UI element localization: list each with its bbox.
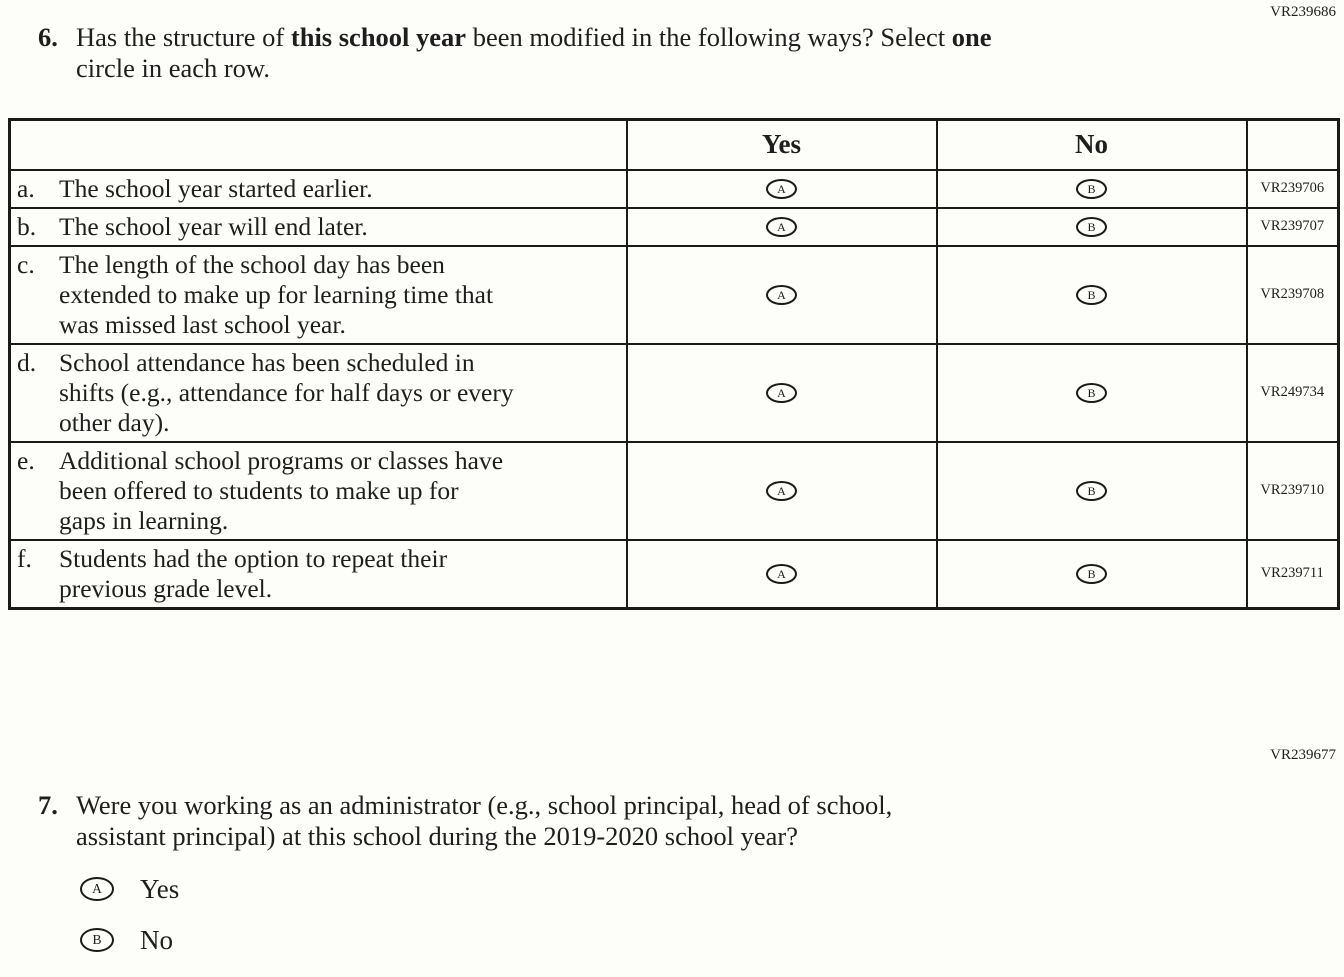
statement-cell-c: c. The length of the school day has been…	[8, 244, 628, 345]
no-cell-c: B	[935, 244, 1248, 345]
q6-response-table: Yes No a. The school year started earlie…	[8, 118, 1340, 610]
row-letter-f: f.	[17, 543, 32, 573]
row-text-e: Additional school programs or classes ha…	[59, 445, 504, 535]
q7-option-no: B No	[80, 925, 1344, 955]
radio-no-c[interactable]: B	[1076, 284, 1107, 305]
table-row-f: f. Students had the option to repeat the…	[8, 538, 1340, 609]
yes-cell-c: A	[625, 244, 938, 345]
radio-yes-b[interactable]: A	[766, 216, 797, 237]
radio-yes-d[interactable]: A	[766, 382, 797, 403]
question-6-text: Has the structure of this school year be…	[76, 22, 992, 84]
yes-cell-e: A	[625, 440, 938, 541]
form-code-q7: VR239677	[1270, 746, 1336, 763]
header-yes: Yes	[625, 118, 938, 171]
row-text-a: The school year started earlier.	[59, 173, 373, 203]
yes-cell-a: A	[625, 168, 938, 209]
table-row-c: c. The length of the school day has been…	[8, 244, 1340, 345]
q6-text-line2: circle in each row.	[76, 53, 270, 83]
row-letter-c: c.	[17, 249, 35, 279]
row-letter-b: b.	[17, 211, 37, 241]
row-text-b: The school year will end later.	[59, 211, 368, 241]
no-cell-e: B	[935, 440, 1248, 541]
q7-option-yes: A Yes	[80, 874, 1344, 904]
row-code-f: VR239711	[1245, 538, 1340, 609]
radio-no-e[interactable]: B	[1076, 480, 1107, 501]
row-code-e: VR239710	[1245, 440, 1340, 541]
no-cell-b: B	[935, 206, 1248, 247]
yes-cell-b: A	[625, 206, 938, 247]
radio-yes-e[interactable]: A	[766, 480, 797, 501]
row-code-b: VR239707	[1245, 206, 1340, 247]
radio-no-b[interactable]: B	[1076, 216, 1107, 237]
statement-cell-d: d. School attendance has been scheduled …	[8, 342, 628, 443]
q6-text-bold2: one	[951, 22, 992, 52]
question-7-text: Were you working as an administrator (e.…	[76, 789, 893, 851]
q6-text-bold1: this school year	[290, 22, 467, 52]
statement-cell-a: a. The school year started earlier.	[8, 168, 628, 209]
yes-cell-d: A	[625, 342, 938, 443]
statement-cell-b: b. The school year will end later.	[8, 206, 628, 247]
question-7-number: 7.	[38, 789, 58, 820]
row-letter-a: a.	[17, 173, 35, 203]
q7-option-yes-label: Yes	[140, 873, 180, 904]
radio-no-a[interactable]: B	[1076, 178, 1107, 199]
row-text-d: School attendance has been scheduled in …	[59, 347, 514, 437]
row-code-a: VR239706	[1245, 168, 1340, 209]
table-row-b: b. The school year will end later. A B V…	[8, 206, 1340, 247]
row-letter-d: d.	[17, 347, 37, 377]
q7-option-no-label: No	[140, 924, 173, 955]
header-no: No	[935, 118, 1248, 171]
table-row-a: a. The school year started earlier. A B …	[8, 168, 1340, 209]
statement-cell-f: f. Students had the option to repeat the…	[8, 538, 628, 609]
table-header-row: Yes No	[8, 118, 1340, 171]
row-code-c: VR239708	[1245, 244, 1340, 345]
radio-yes-c[interactable]: A	[766, 284, 797, 305]
row-code-d: VR249734	[1245, 342, 1340, 443]
statement-cell-e: e. Additional school programs or classes…	[8, 440, 628, 541]
no-cell-a: B	[935, 168, 1248, 209]
row-text-c: The length of the school day has been ex…	[59, 249, 494, 339]
form-code-q6: VR239686	[1270, 4, 1336, 20]
table-row-e: e. Additional school programs or classes…	[8, 440, 1340, 541]
question-6-number: 6.	[38, 22, 58, 52]
header-code-cell	[1245, 118, 1340, 171]
q6-text-part2: been modified in the following ways? Sel…	[466, 22, 952, 52]
radio-yes-f[interactable]: A	[766, 563, 797, 584]
radio-yes-a[interactable]: A	[766, 178, 797, 199]
row-text-f: Students had the option to repeat their …	[59, 543, 448, 603]
header-statement-cell	[8, 118, 628, 171]
radio-no-f[interactable]: B	[1076, 563, 1107, 584]
question-7: 7. Were you working as an administrator …	[38, 790, 1344, 852]
table-row-d: d. School attendance has been scheduled …	[8, 342, 1340, 443]
no-cell-f: B	[935, 538, 1248, 609]
q6-text-part1: Has the structure of	[76, 22, 291, 52]
radio-no-d[interactable]: B	[1076, 382, 1107, 403]
no-cell-d: B	[935, 342, 1248, 443]
radio-q7-no[interactable]: B	[80, 927, 114, 952]
yes-cell-f: A	[625, 538, 938, 609]
radio-q7-yes[interactable]: A	[80, 876, 114, 901]
q7-options: A Yes B No	[80, 874, 1344, 955]
question-6: 6. Has the structure of this school year…	[38, 22, 1344, 84]
row-letter-e: e.	[17, 445, 35, 475]
